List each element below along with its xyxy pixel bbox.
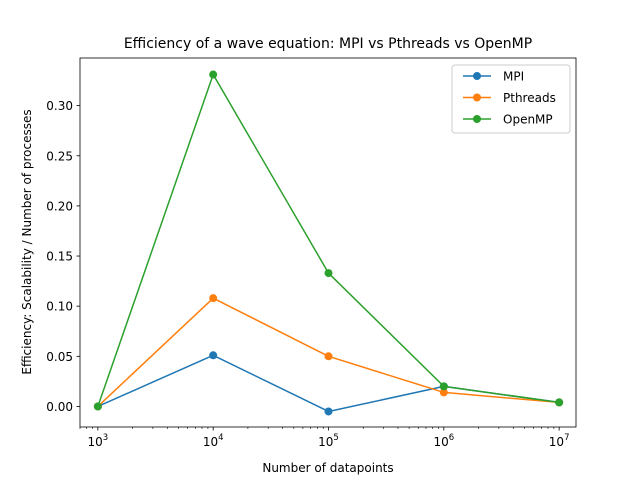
x-tick-label-exponent: 7: [564, 433, 569, 443]
legend-label: MPI: [503, 70, 524, 84]
x-tick-label: 105: [318, 433, 339, 449]
x-axis-label: Number of datapoints: [262, 461, 393, 475]
y-tick-label: 0.05: [46, 350, 73, 364]
y-tick-label: 0.30: [46, 99, 73, 113]
x-tick-label: 104: [203, 433, 224, 449]
legend-label: Pthreads: [503, 91, 556, 105]
legend-label: OpenMP: [503, 113, 553, 127]
legend-marker: [473, 93, 481, 102]
x-tick-label-base: 10: [549, 435, 564, 449]
y-tick-label: 0.15: [46, 250, 73, 264]
data-point-openmp: [324, 269, 333, 278]
y-tick-label: 0.20: [46, 199, 73, 213]
legend-box: [451, 64, 571, 134]
x-tick-label: 107: [549, 433, 570, 449]
data-point-openmp: [555, 398, 564, 407]
x-tick-label-exponent: 4: [218, 433, 223, 443]
x-tick-label: 106: [433, 433, 454, 449]
y-tick-label: 0.00: [46, 400, 73, 414]
y-axis-label: Efficiency: Scalability / Number of proc…: [20, 109, 34, 374]
x-axis-ticks: 103 104 105 106 107: [79, 427, 570, 449]
data-point-mpi: [324, 407, 333, 416]
legend-marker: [473, 115, 481, 123]
x-tick-label-base: 10: [433, 435, 448, 449]
x-tick-label-base: 10: [203, 435, 218, 449]
data-point-pthreads: [324, 352, 333, 361]
x-tick-label-base: 10: [318, 435, 333, 449]
x-tick-label: 103: [88, 433, 109, 449]
series-layer: [93, 70, 564, 416]
chart-title: Efficiency of a wave equation: MPI vs Pt…: [124, 36, 532, 52]
data-point-openmp: [93, 402, 102, 411]
x-tick-label-exponent: 5: [333, 433, 338, 443]
plot-frame: [79, 57, 577, 428]
y-tick-label: 0.10: [46, 300, 73, 314]
data-point-openmp: [209, 70, 218, 79]
data-point-mpi: [209, 351, 218, 360]
y-axis-ticks: 0.00 0.05 0.10 0.15 0.20 0.25 0.30: [46, 99, 80, 414]
legend: MPI Pthreads OpenMP: [451, 64, 571, 134]
x-tick-label-base: 10: [88, 435, 103, 449]
x-tick-label-exponent: 6: [449, 433, 454, 443]
data-point-openmp: [439, 382, 448, 391]
x-tick-label-exponent: 3: [103, 433, 108, 443]
y-tick-label: 0.25: [46, 149, 73, 163]
data-point-pthreads: [439, 388, 448, 397]
data-point-pthreads: [209, 294, 218, 303]
legend-marker: [473, 72, 481, 80]
